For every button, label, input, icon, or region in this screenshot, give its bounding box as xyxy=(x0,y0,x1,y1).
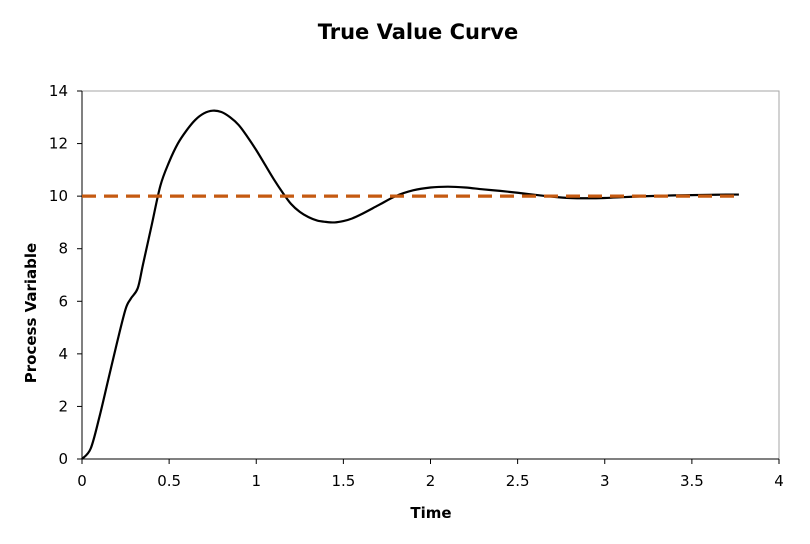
x-tick-label: 0.5 xyxy=(157,472,181,490)
y-tick-label: 2 xyxy=(58,397,68,415)
response-curve-line xyxy=(81,109,739,460)
x-tick-label: 2 xyxy=(426,472,436,490)
y-axis-label: Process Variable xyxy=(22,243,40,383)
x-tick-label: 2.5 xyxy=(506,472,530,490)
chart-title: True Value Curve xyxy=(318,20,519,44)
y-axis-ticks: 0 2 4 6 8 10 12 14 xyxy=(49,82,82,468)
x-tick-label: 4 xyxy=(774,472,784,490)
x-tick-label: 1 xyxy=(251,472,261,490)
y-tick-label: 12 xyxy=(49,135,68,153)
plot-area-frame xyxy=(81,90,780,460)
x-tick-label: 3 xyxy=(600,472,610,490)
x-axis-ticks: 0 0.5 1 1.5 2 2.5 3 3.5 4 xyxy=(77,459,784,490)
y-tick-label: 14 xyxy=(49,82,68,100)
y-tick-label: 0 xyxy=(58,450,68,468)
y-tick-label: 8 xyxy=(58,240,68,258)
y-tick-label: 4 xyxy=(58,345,68,363)
y-tick-label: 10 xyxy=(49,187,68,205)
x-tick-label: 3.5 xyxy=(680,472,704,490)
y-tick-label: 6 xyxy=(58,292,68,310)
series-layer xyxy=(81,109,739,460)
x-tick-label: 0 xyxy=(77,472,87,490)
x-axis-label: Time xyxy=(410,504,451,522)
x-tick-label: 1.5 xyxy=(331,472,355,490)
